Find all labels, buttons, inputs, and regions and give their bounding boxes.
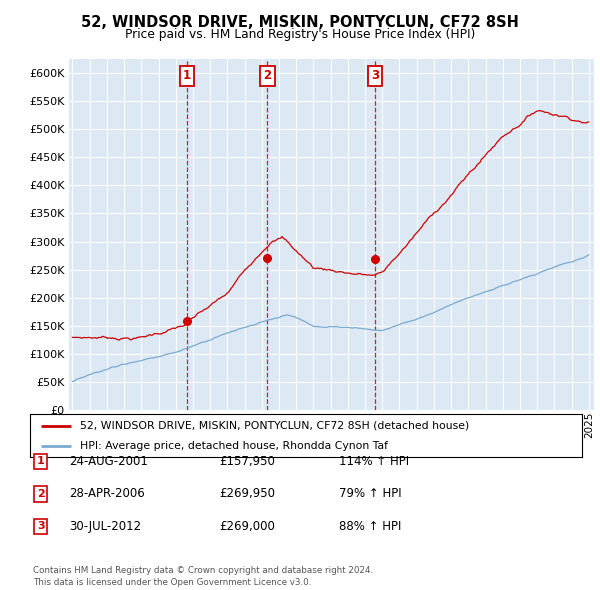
Text: 24-AUG-2001: 24-AUG-2001: [69, 455, 148, 468]
Text: 52, WINDSOR DRIVE, MISKIN, PONTYCLUN, CF72 8SH (detached house): 52, WINDSOR DRIVE, MISKIN, PONTYCLUN, CF…: [80, 421, 469, 431]
Text: 3: 3: [37, 522, 44, 531]
Text: 2: 2: [263, 70, 271, 83]
Text: HPI: Average price, detached house, Rhondda Cynon Taf: HPI: Average price, detached house, Rhon…: [80, 441, 388, 451]
Text: 30-JUL-2012: 30-JUL-2012: [69, 520, 141, 533]
Text: Contains HM Land Registry data © Crown copyright and database right 2024.
This d: Contains HM Land Registry data © Crown c…: [33, 566, 373, 587]
Text: 88% ↑ HPI: 88% ↑ HPI: [339, 520, 401, 533]
Text: 1: 1: [183, 70, 191, 83]
Text: £269,950: £269,950: [219, 487, 275, 500]
Text: £157,950: £157,950: [219, 455, 275, 468]
Text: 114% ↑ HPI: 114% ↑ HPI: [339, 455, 409, 468]
Text: 3: 3: [371, 70, 379, 83]
Text: 1: 1: [37, 457, 44, 466]
Text: £269,000: £269,000: [219, 520, 275, 533]
Text: 52, WINDSOR DRIVE, MISKIN, PONTYCLUN, CF72 8SH: 52, WINDSOR DRIVE, MISKIN, PONTYCLUN, CF…: [81, 15, 519, 30]
Text: 28-APR-2006: 28-APR-2006: [69, 487, 145, 500]
Text: Price paid vs. HM Land Registry's House Price Index (HPI): Price paid vs. HM Land Registry's House …: [125, 28, 475, 41]
Text: 79% ↑ HPI: 79% ↑ HPI: [339, 487, 401, 500]
Text: 2: 2: [37, 489, 44, 499]
